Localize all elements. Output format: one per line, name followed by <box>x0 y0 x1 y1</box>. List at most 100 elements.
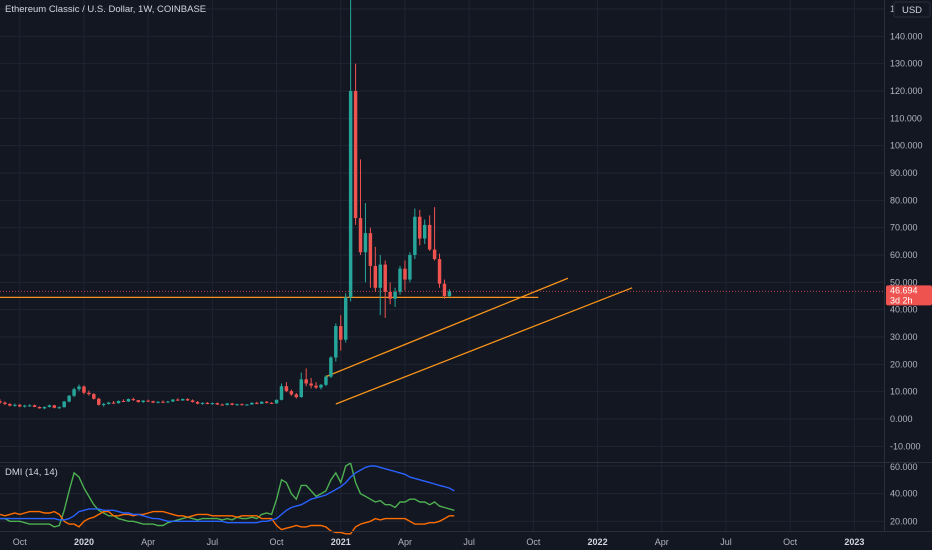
candle <box>319 384 323 390</box>
candle-body <box>353 91 358 219</box>
candle-body <box>151 401 155 403</box>
candle-body <box>398 268 402 292</box>
price-axis-label: 10.000 <box>890 387 918 397</box>
candle-body <box>131 399 136 401</box>
price-axis-label: 0.000 <box>890 414 913 424</box>
candle-body <box>413 216 417 255</box>
candle <box>136 399 141 403</box>
candle <box>171 399 175 403</box>
candle-body <box>304 379 308 384</box>
time-axis-label: Oct <box>270 537 285 547</box>
candle <box>422 219 427 245</box>
candle <box>141 400 145 403</box>
candle <box>447 289 452 298</box>
candle-body <box>220 404 224 406</box>
trendline[interactable] <box>335 287 633 405</box>
candle <box>388 282 392 305</box>
candle-body <box>378 264 382 288</box>
candle <box>0 399 2 404</box>
candle <box>151 400 155 404</box>
candle-body <box>314 385 318 388</box>
price-axis-label: 100.000 <box>890 141 923 151</box>
time-axis-label: Apr <box>655 537 669 547</box>
candle <box>230 402 234 406</box>
candle <box>324 375 328 387</box>
candle <box>245 403 249 406</box>
candle <box>299 372 303 398</box>
time-axis-label: Jul <box>207 537 219 547</box>
candle-body <box>101 403 106 405</box>
candle-body <box>299 379 303 398</box>
candle-body <box>264 401 269 403</box>
bar-countdown: 3d 2h <box>890 295 913 305</box>
currency-selector[interactable]: USD <box>893 1 931 18</box>
candle-body <box>126 399 131 402</box>
dmi-indicator-title[interactable]: DMI (14, 14) <box>5 467 58 478</box>
candle <box>180 398 185 401</box>
dmi-axis[interactable]: 60.000 40.000 20.000 <box>890 462 918 526</box>
candle <box>106 401 111 405</box>
candle-body <box>274 399 279 404</box>
grid-lines <box>0 0 884 531</box>
candle-body <box>363 233 368 253</box>
candle <box>403 260 407 291</box>
dmi-line-3 <box>0 465 455 524</box>
price-axis-label: 130.000 <box>890 59 923 69</box>
candle-body <box>235 404 239 406</box>
candle <box>97 397 101 406</box>
candle-body <box>373 265 378 288</box>
candle-body <box>427 224 432 250</box>
candle-body <box>77 386 81 390</box>
candle <box>166 400 170 403</box>
price-axis-label: 70.000 <box>890 223 918 233</box>
candle-body <box>121 400 126 402</box>
candle-body <box>156 401 160 403</box>
candle-body <box>418 216 422 239</box>
currency-selector-box[interactable] <box>893 1 931 18</box>
candle <box>378 255 382 316</box>
dmi-axis-label: 40.000 <box>890 489 918 499</box>
candle <box>368 227 373 288</box>
candle-body <box>442 283 447 296</box>
trendline[interactable] <box>325 277 569 378</box>
candle <box>225 402 229 406</box>
candle <box>220 403 224 406</box>
candle <box>42 406 47 410</box>
candle <box>121 399 126 403</box>
candle <box>3 401 7 406</box>
candle <box>126 398 131 403</box>
candle-body <box>116 400 121 404</box>
candle <box>210 402 215 405</box>
candle <box>304 368 308 387</box>
price-axis-label: 40.000 <box>890 305 918 315</box>
candle-body <box>27 405 32 407</box>
candle <box>294 393 299 399</box>
candle-body <box>255 402 259 404</box>
candle-body <box>348 91 353 298</box>
candle <box>334 323 338 362</box>
candle <box>156 401 160 404</box>
last-price-tag: 46.694 3d 2h <box>886 285 932 306</box>
candle-body <box>18 404 22 407</box>
candle-body <box>358 218 363 253</box>
candle <box>353 63 358 225</box>
time-axis-label: Oct <box>783 537 798 547</box>
candle <box>413 208 417 260</box>
trendlines[interactable] <box>0 277 633 405</box>
candle-body <box>240 404 244 406</box>
currency-label[interactable]: USD <box>902 5 922 16</box>
time-axis[interactable]: Oct 2020 Apr Jul Oct 2021 Apr Jul Oct 2022 Apr Jul O… <box>13 537 865 547</box>
candle-body <box>190 400 195 403</box>
candle-body <box>171 399 175 402</box>
candle-body <box>97 398 101 405</box>
candle <box>255 401 259 405</box>
candle <box>27 404 32 407</box>
time-axis-label: Oct <box>13 537 28 547</box>
candle <box>18 403 22 408</box>
dmi-line-2 <box>0 510 455 535</box>
candle-body <box>136 400 141 403</box>
candle-body <box>72 389 76 396</box>
candle-body <box>62 401 66 408</box>
candle-body <box>111 402 116 404</box>
